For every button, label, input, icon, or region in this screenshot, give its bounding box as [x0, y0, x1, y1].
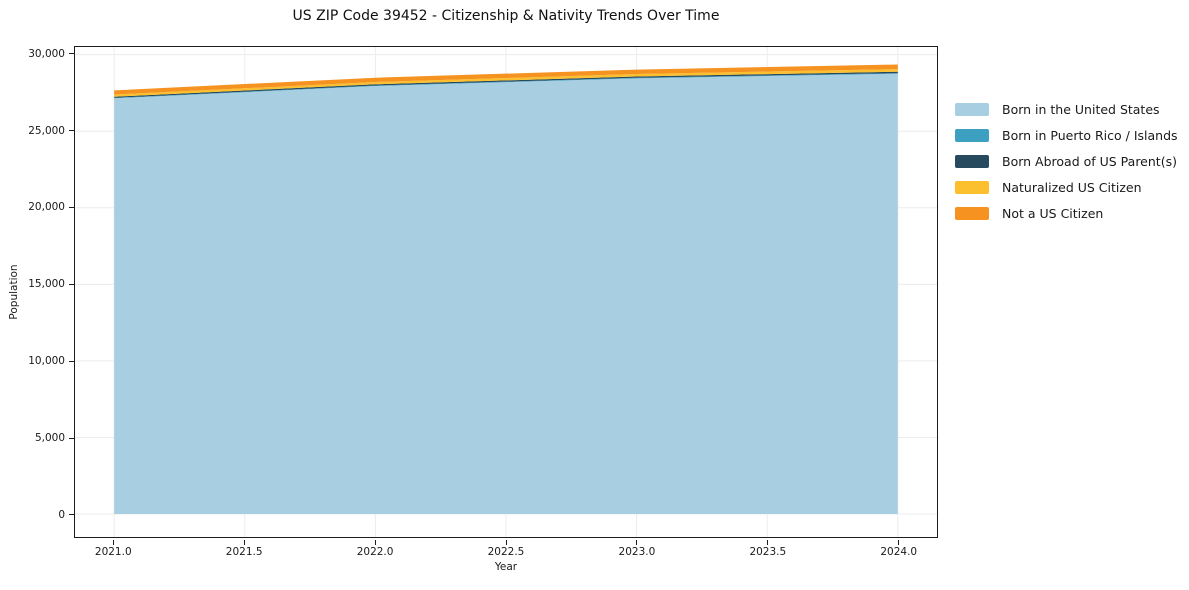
legend-label: Naturalized US Citizen: [1002, 180, 1142, 195]
y-tick-mark: [69, 283, 74, 285]
y-tick-mark: [69, 437, 74, 439]
x-tick-mark: [374, 539, 376, 545]
x-tick-mark: [767, 539, 769, 545]
legend-item: Not a US Citizen: [955, 206, 1178, 221]
plot-area: [74, 46, 938, 538]
x-tick-label: 2023.0: [618, 546, 656, 558]
y-tick-mark: [69, 206, 74, 208]
legend-swatch: [955, 129, 989, 142]
x-tick-label: 2021.5: [225, 546, 263, 558]
x-tick-mark: [243, 539, 245, 545]
legend-item: Born in Puerto Rico / Islands: [955, 128, 1178, 143]
x-tick-label: 2023.5: [749, 546, 787, 558]
area-series: [114, 71, 898, 98]
legend-item: Born Abroad of US Parent(s): [955, 154, 1178, 169]
y-tick-label: 0: [58, 508, 65, 521]
y-tick-mark: [69, 514, 74, 516]
legend: Born in the United States Born in Puerto …: [955, 102, 1178, 232]
legend-swatch: [955, 103, 989, 116]
y-tick-label: 15,000: [28, 278, 65, 291]
x-tick-mark: [112, 539, 114, 545]
legend-swatch: [955, 181, 989, 194]
x-tick-mark: [636, 539, 638, 545]
area-series: [114, 69, 898, 97]
legend-item: Born in the United States: [955, 102, 1178, 117]
y-tick-label: 25,000: [28, 124, 65, 137]
x-tick-label: 2022.5: [487, 546, 525, 558]
legend-label: Born in the United States: [1002, 102, 1160, 117]
stacked-area-chart: [75, 47, 937, 537]
y-tick-mark: [69, 130, 74, 132]
x-tick-label: 2024.0: [880, 546, 918, 558]
legend-swatch: [955, 207, 989, 220]
area-series: [114, 73, 898, 515]
legend-label: Not a US Citizen: [1002, 206, 1104, 221]
chart-title: US ZIP Code 39452 - Citizenship & Nativi…: [292, 8, 720, 24]
legend-swatch: [955, 155, 989, 168]
y-axis-label: Population: [8, 264, 20, 320]
area-series: [114, 64, 898, 95]
y-tick-label: 5,000: [34, 432, 65, 445]
y-tick-label: 30,000: [28, 47, 65, 60]
legend-item: Naturalized US Citizen: [955, 180, 1178, 195]
x-tick-label: 2022.0: [356, 546, 394, 558]
x-tick-mark: [898, 539, 900, 545]
x-tick-label: 2021.0: [94, 546, 132, 558]
y-tick-mark: [69, 53, 74, 55]
x-axis-label: Year: [494, 561, 518, 573]
legend-label: Born Abroad of US Parent(s): [1002, 154, 1177, 169]
y-tick-mark: [69, 360, 74, 362]
y-tick-label: 10,000: [28, 355, 65, 368]
y-tick-label: 20,000: [28, 201, 65, 214]
x-tick-mark: [505, 539, 507, 545]
legend-label: Born in Puerto Rico / Islands: [1002, 128, 1178, 143]
